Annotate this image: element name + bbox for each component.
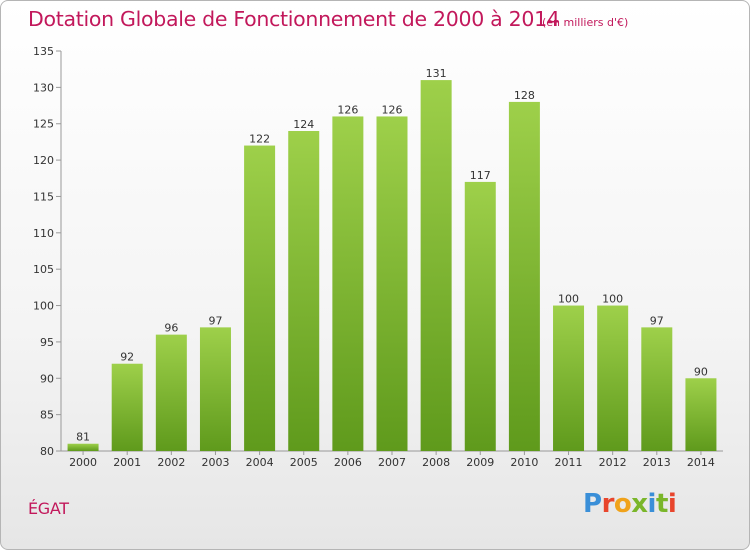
logo-letter: i — [667, 489, 677, 519]
x-tick-label-2012: 2012 — [599, 456, 627, 469]
x-tick-label-2010: 2010 — [510, 456, 538, 469]
x-tick-label-2013: 2013 — [643, 456, 671, 469]
bar-2007 — [376, 116, 408, 452]
data-label-2011: 100 — [558, 293, 579, 306]
chart-subtitle: (en milliers d'€) — [542, 16, 629, 29]
data-label-2003: 97 — [208, 314, 222, 327]
bar-2004 — [244, 145, 276, 451]
bar-2008 — [420, 80, 452, 451]
bar-2013 — [641, 327, 673, 451]
x-tick-label-2004: 2004 — [246, 456, 274, 469]
x-tick-label-2014: 2014 — [687, 456, 715, 469]
commune-name: ÉGAT — [28, 499, 69, 518]
data-label-2000: 81 — [76, 431, 90, 444]
data-label-2014: 90 — [694, 365, 708, 378]
bar-2014 — [685, 378, 717, 451]
y-tick-label: 85 — [40, 409, 54, 422]
bar-2005 — [288, 131, 320, 451]
y-tick-label: 110 — [33, 227, 54, 240]
data-label-2009: 117 — [470, 169, 491, 182]
x-tick-label-2003: 2003 — [201, 456, 229, 469]
bar-2010 — [508, 101, 540, 451]
data-label-2004: 122 — [249, 133, 270, 146]
data-label-2010: 128 — [514, 89, 535, 102]
chart-title: Dotation Globale de Fonctionnement de 20… — [28, 7, 560, 31]
y-tick-label: 80 — [40, 445, 54, 458]
y-tick-label: 120 — [33, 154, 54, 167]
bar-2002 — [155, 334, 187, 451]
data-label-2008: 131 — [426, 67, 447, 80]
x-tick-label-2006: 2006 — [334, 456, 362, 469]
logo-letter: o — [613, 489, 632, 519]
bar-2011 — [553, 305, 585, 451]
bar-2006 — [332, 116, 364, 452]
logo-letter: x — [631, 489, 648, 519]
y-tick-label: 125 — [33, 118, 54, 131]
data-label-2001: 92 — [120, 351, 134, 364]
bar-2000 — [67, 443, 99, 451]
logo-letter: t — [655, 489, 668, 519]
logo-letter: r — [601, 489, 615, 519]
logo-letter: P — [583, 489, 602, 519]
chart-axes: 80 85 90 95 100 105 110 115 120 125 130 135 2000 2001… — [33, 45, 723, 469]
proxiti-logo[interactable]: Proxiti — [583, 489, 693, 521]
data-label-2007: 126 — [382, 103, 403, 116]
data-label-2002: 96 — [164, 322, 178, 335]
bar-2003 — [199, 327, 231, 451]
y-tick-label: 130 — [33, 81, 54, 94]
logo-letter: i — [647, 489, 657, 519]
data-label-2013: 97 — [650, 314, 664, 327]
x-tick-label-2011: 2011 — [555, 456, 583, 469]
y-tick-label: 90 — [40, 372, 54, 385]
bar-2012 — [597, 305, 629, 451]
bar-2001 — [111, 363, 143, 451]
data-label-2006: 126 — [337, 103, 358, 116]
y-tick-label: 105 — [33, 263, 54, 276]
x-tick-label-2008: 2008 — [422, 456, 450, 469]
x-tick-label-2009: 2009 — [466, 456, 494, 469]
y-tick-label: 100 — [33, 300, 54, 313]
chart-bars: 81 92 96 97 122 124 126 126 131 117 128 100 100 97 90 — [67, 67, 717, 452]
bar-2009 — [464, 181, 496, 451]
x-tick-label-2002: 2002 — [157, 456, 185, 469]
x-tick-label-2007: 2007 — [378, 456, 406, 469]
data-label-2005: 124 — [293, 118, 314, 131]
y-tick-label: 115 — [33, 190, 54, 203]
y-tick-label: 95 — [40, 336, 54, 349]
x-tick-label-2000: 2000 — [69, 456, 97, 469]
x-tick-label-2001: 2001 — [113, 456, 141, 469]
data-label-2012: 100 — [602, 293, 623, 306]
x-tick-label-2005: 2005 — [290, 456, 318, 469]
y-tick-label: 135 — [33, 45, 54, 58]
